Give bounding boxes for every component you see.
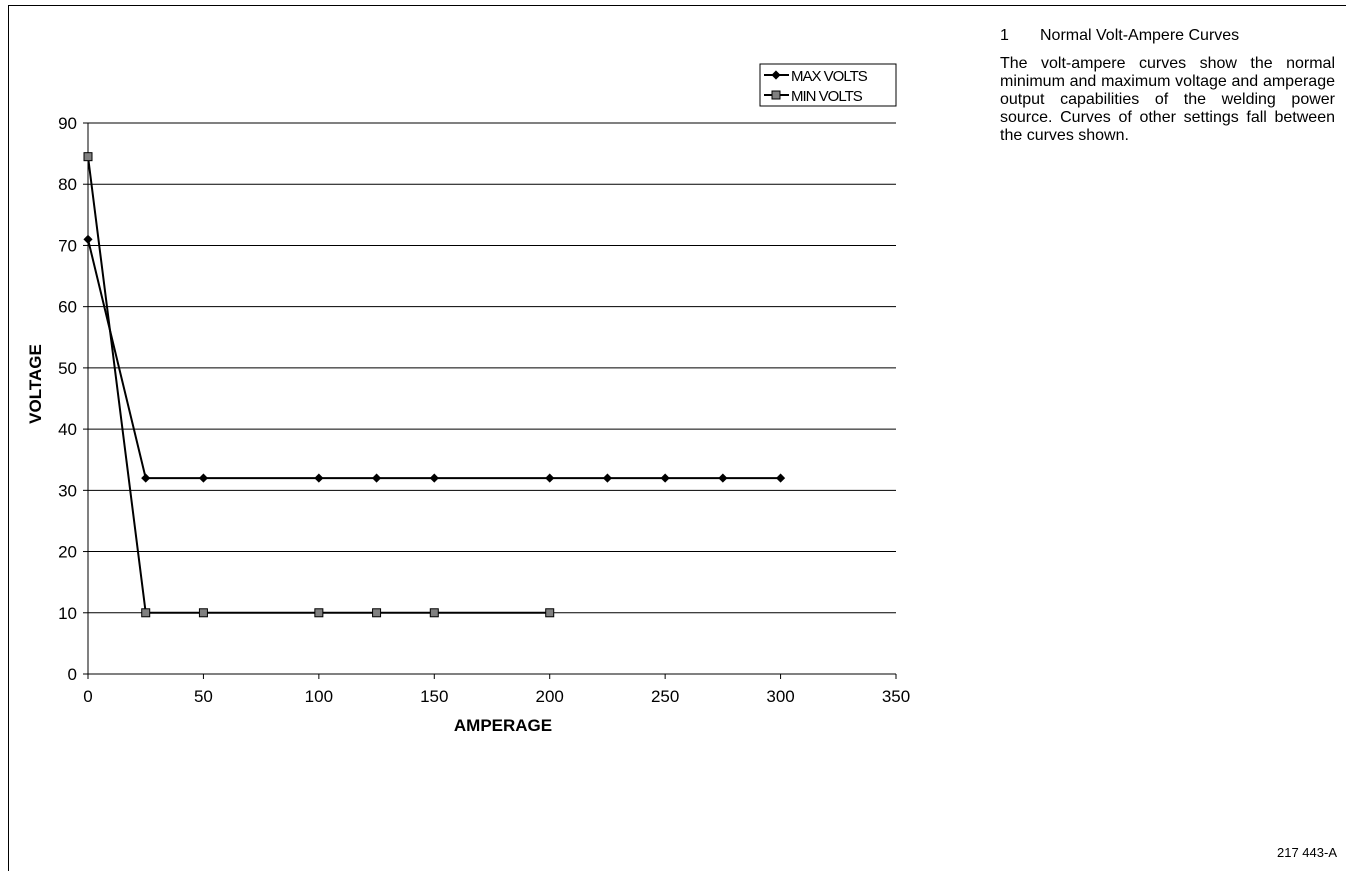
data-point-min-volts bbox=[83, 152, 93, 162]
y-tick-label: 0 bbox=[68, 665, 77, 684]
data-point-max-volts bbox=[314, 473, 324, 483]
section-heading: 1 Normal Volt-Ampere Curves bbox=[1000, 27, 1239, 45]
axes bbox=[83, 122, 897, 679]
data-point-min-volts bbox=[372, 608, 382, 618]
data-point-max-volts bbox=[83, 234, 93, 244]
data-point-min-volts bbox=[314, 608, 324, 618]
y-tick-label: 50 bbox=[58, 359, 77, 378]
y-tick-label: 10 bbox=[58, 604, 77, 623]
data-point-max-volts bbox=[718, 473, 728, 483]
x-tick-label: 150 bbox=[420, 687, 448, 706]
x-tick-label: 200 bbox=[536, 687, 564, 706]
series-lines bbox=[83, 152, 786, 618]
data-point-max-volts bbox=[372, 473, 382, 483]
x-tick-label: 0 bbox=[83, 687, 92, 706]
y-tick-label: 90 bbox=[58, 114, 77, 133]
section-number: 1 bbox=[1000, 27, 1009, 44]
section-title: Normal Volt-Ampere Curves bbox=[1040, 27, 1240, 44]
data-point-max-volts bbox=[602, 473, 612, 483]
legend-marker bbox=[771, 70, 781, 80]
data-point-max-volts bbox=[141, 473, 151, 483]
legend-marker bbox=[771, 90, 781, 100]
legend-label: MIN VOLTS bbox=[791, 88, 863, 105]
legend: MAX VOLTS MIN VOLTS bbox=[759, 63, 897, 107]
tick-labels: 0 10 20 30 40 50 60 70 80 90 0 50 100 150 200 250 300 350 bbox=[58, 114, 910, 706]
x-tick-label: 350 bbox=[882, 687, 910, 706]
data-point-max-volts bbox=[198, 473, 208, 483]
data-point-min-volts bbox=[429, 608, 439, 618]
y-tick-label: 80 bbox=[58, 175, 77, 194]
data-point-min-volts bbox=[198, 608, 208, 618]
series-line-min-volts bbox=[87, 156, 550, 614]
legend-box bbox=[759, 63, 897, 107]
x-tick-label: 250 bbox=[651, 687, 679, 706]
x-tick-label: 100 bbox=[305, 687, 333, 706]
data-point-max-volts bbox=[660, 473, 670, 483]
y-tick-label: 70 bbox=[58, 236, 77, 255]
x-tick-label: 300 bbox=[766, 687, 794, 706]
data-point-max-volts bbox=[429, 473, 439, 483]
series-line-max-volts bbox=[87, 239, 781, 480]
data-point-max-volts bbox=[545, 473, 555, 483]
y-tick-label: 40 bbox=[58, 420, 77, 439]
figure-frame bbox=[8, 5, 1346, 871]
section-description: The volt-ampere curves show the normal m… bbox=[1000, 55, 1335, 145]
x-axis-title: AMPERAGE bbox=[454, 716, 552, 735]
figure-code: 217 443-A bbox=[1277, 845, 1337, 860]
y-axis-title: VOLTAGE bbox=[26, 344, 45, 424]
x-tick-label: 50 bbox=[194, 687, 213, 706]
data-point-min-volts bbox=[545, 608, 555, 618]
y-tick-label: 30 bbox=[58, 481, 77, 500]
grid-lines bbox=[88, 122, 896, 614]
legend-label: MAX VOLTS bbox=[791, 68, 868, 85]
data-point-min-volts bbox=[141, 608, 151, 618]
data-point-max-volts bbox=[776, 473, 786, 483]
y-tick-label: 60 bbox=[58, 298, 77, 317]
y-tick-label: 20 bbox=[58, 543, 77, 562]
